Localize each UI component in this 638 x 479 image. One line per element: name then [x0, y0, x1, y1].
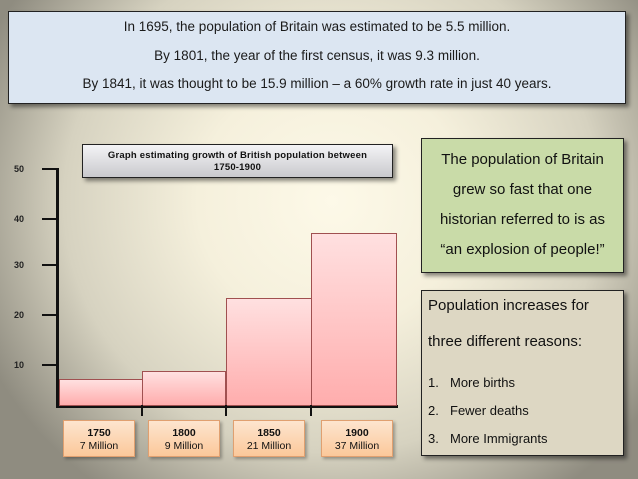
- y-label-50: 50: [14, 164, 25, 174]
- bar-1850: [226, 298, 312, 406]
- reasons-heading-1: Population increases for: [428, 297, 589, 314]
- chart-title-line-1: Graph estimating growth of British popul…: [107, 150, 368, 161]
- x-label-value: 37 Million: [334, 440, 380, 452]
- intro-line-3: By 1841, it was thought to be 15.9 milli…: [82, 76, 552, 91]
- intro-line-1: In 1695, the population of Britain was e…: [123, 19, 511, 34]
- reasons-box: Population increases for three different…: [421, 290, 624, 456]
- x-label-year: 1850: [257, 427, 281, 439]
- x-label-1900: 1900 37 Million: [321, 420, 393, 457]
- reasons-heading-2: three different reasons:: [428, 333, 582, 350]
- x-label-year: 1750: [87, 427, 111, 439]
- chart-title: Graph estimating growth of British popul…: [82, 144, 393, 178]
- y-tick-50: [42, 168, 57, 170]
- chart-title-line-2: 1750-1900: [213, 162, 262, 173]
- x-tick-1: [141, 405, 143, 416]
- reason-text: More births: [450, 375, 516, 390]
- reason-item: 3. More Immigrants: [428, 431, 548, 446]
- y-tick-10: [42, 364, 57, 366]
- reason-number: 3.: [428, 431, 439, 446]
- x-label-1850: 1850 21 Million: [233, 420, 305, 457]
- y-tick-30: [42, 264, 57, 266]
- bar-1900: [311, 233, 397, 406]
- x-axis: [56, 405, 398, 408]
- x-label-value: 21 Million: [246, 440, 292, 452]
- x-label-year: 1900: [345, 427, 369, 439]
- quote-line-4: “an explosion of people!”: [440, 241, 605, 258]
- x-label-1800: 1800 9 Million: [148, 420, 220, 457]
- bar-1800: [142, 371, 226, 406]
- y-label-30: 30: [14, 260, 25, 270]
- x-label-value: 9 Million: [164, 440, 204, 452]
- intro-text-box: In 1695, the population of Britain was e…: [8, 11, 626, 104]
- x-label-1750: 1750 7 Million: [63, 420, 135, 457]
- y-label-10: 10: [14, 360, 25, 370]
- reason-text: Fewer deaths: [450, 403, 529, 418]
- x-tick-2: [225, 405, 227, 416]
- y-label-20: 20: [14, 310, 25, 320]
- bar-1750: [59, 379, 143, 406]
- reason-number: 1.: [428, 375, 439, 390]
- quote-line-3: historian referred to is as: [439, 211, 606, 228]
- intro-line-2: By 1801, the year of the first census, i…: [154, 48, 480, 63]
- reason-item: 2. Fewer deaths: [428, 403, 529, 418]
- reason-text: More Immigrants: [450, 431, 548, 446]
- y-tick-20: [42, 314, 57, 316]
- reason-number: 2.: [428, 403, 439, 418]
- quote-box: The population of Britain grew so fast t…: [421, 138, 624, 273]
- x-tick-3: [310, 405, 312, 416]
- y-label-40: 40: [14, 214, 25, 224]
- reason-item: 1. More births: [428, 375, 515, 390]
- y-axis: [56, 168, 59, 408]
- y-tick-40: [42, 218, 57, 220]
- x-label-value: 7 Million: [79, 440, 119, 452]
- quote-line-1: The population of Britain: [441, 151, 604, 168]
- quote-line-2: grew so fast that one: [452, 181, 593, 198]
- x-label-year: 1800: [172, 427, 196, 439]
